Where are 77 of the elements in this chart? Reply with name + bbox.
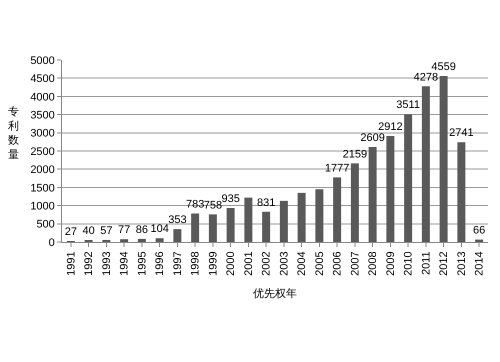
x-tick-label: 2012 xyxy=(438,251,450,276)
y-tick-label: 1500 xyxy=(30,182,55,194)
y-tick-label: 2000 xyxy=(30,164,55,176)
bar xyxy=(173,229,182,242)
bar xyxy=(120,239,128,242)
y-tick-label: 2500 xyxy=(30,146,55,158)
x-tick-label: 1998 xyxy=(190,251,202,276)
data-label: 2741 xyxy=(449,127,474,140)
data-label: 66 xyxy=(473,224,486,237)
bar xyxy=(404,114,412,242)
y-axis-title: 专利数量 xyxy=(8,105,19,161)
data-label: 4278 xyxy=(414,71,438,84)
bar xyxy=(350,163,359,242)
data-label: 2159 xyxy=(342,148,368,160)
x-axis-title: 优先权年 xyxy=(253,287,297,300)
x-tick-label: 2008 xyxy=(367,251,380,276)
bar xyxy=(244,198,252,242)
x-tick-label: 2007 xyxy=(349,251,362,276)
data-label: 4559 xyxy=(431,61,456,74)
y-tick-label: 0 xyxy=(48,236,55,249)
data-label: 57 xyxy=(100,224,112,237)
x-tick-label: 2000 xyxy=(225,251,238,276)
data-label: 3511 xyxy=(396,99,420,112)
data-label: 353 xyxy=(168,214,187,226)
y-tick-label: 5000 xyxy=(30,54,55,67)
data-label: 2609 xyxy=(360,132,385,144)
data-label: 104 xyxy=(150,223,169,236)
x-tick-label: 2010 xyxy=(402,251,415,276)
bar xyxy=(386,136,394,242)
bar xyxy=(226,208,235,242)
data-label: 40 xyxy=(82,225,95,237)
bar xyxy=(333,177,342,242)
x-tick-label: 2014 xyxy=(474,251,486,276)
x-tick-label: 1999 xyxy=(207,251,220,276)
data-label: 935 xyxy=(221,192,240,205)
x-tick-label: 1997 xyxy=(172,251,184,276)
bar xyxy=(138,238,146,242)
bar xyxy=(156,238,164,242)
y-tick-label: 4000 xyxy=(30,91,55,104)
y-tick-label: 4500 xyxy=(30,73,55,86)
x-tick-label: 2005 xyxy=(314,251,326,276)
x-tick-label: 1993 xyxy=(100,251,113,276)
x-tick-label: 2001 xyxy=(242,251,255,276)
x-tick-label: 2002 xyxy=(260,251,273,276)
bar xyxy=(457,142,466,242)
data-label: 77 xyxy=(118,224,130,236)
x-tick-label: 2009 xyxy=(384,251,397,276)
data-label: 1777 xyxy=(324,162,350,174)
bar xyxy=(315,189,324,242)
y-tick-label: 500 xyxy=(36,218,55,231)
x-tick-label: 1992 xyxy=(83,251,96,276)
bar xyxy=(368,147,377,242)
bar xyxy=(208,214,217,242)
data-label: 758 xyxy=(204,199,222,212)
data-label: 2912 xyxy=(378,121,403,133)
x-tick-label: 2004 xyxy=(296,251,308,276)
data-label: 831 xyxy=(256,196,276,209)
bar xyxy=(440,76,448,242)
x-tick-label: 2011 xyxy=(420,251,432,276)
x-tick-label: 2003 xyxy=(278,251,290,276)
x-tick-label: 1996 xyxy=(154,251,166,276)
data-label: 86 xyxy=(136,224,148,236)
x-tick-label: 1995 xyxy=(136,251,148,276)
x-tick-label: 1994 xyxy=(118,251,131,276)
bar xyxy=(280,200,288,242)
x-tick-label: 2006 xyxy=(332,251,344,276)
y-tick-label: 1000 xyxy=(30,200,55,212)
bar xyxy=(262,212,270,242)
y-tick-label: 3500 xyxy=(30,109,55,122)
y-tick-label: 3000 xyxy=(30,128,55,140)
bar xyxy=(191,214,200,242)
x-tick-label: 2013 xyxy=(456,251,468,276)
bar xyxy=(298,192,306,242)
x-tick-label: 1991 xyxy=(65,251,78,276)
data-label: 783 xyxy=(186,198,204,210)
bar xyxy=(422,86,430,242)
data-label: 27 xyxy=(64,226,77,238)
